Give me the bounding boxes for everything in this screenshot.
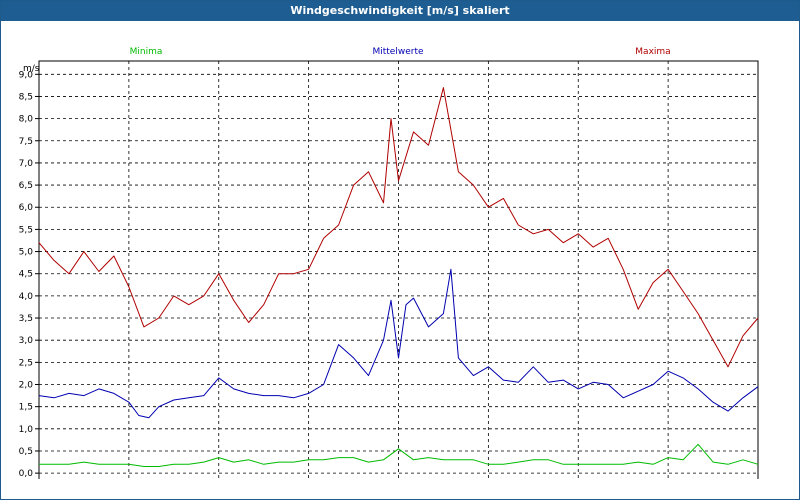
- y-tick-label: 5,5: [19, 225, 33, 235]
- y-tick-label: 4,5: [19, 270, 33, 280]
- y-axis: m/s 0,0 0,5 1,0 1,5 2,0 2,5 3,0 3,5 4,0 4,5 5,0 5,5…: [19, 64, 40, 479]
- legend-item-mittelwerte: Mittelwerte: [372, 47, 423, 57]
- y-tick-label: 8,0: [19, 115, 34, 125]
- y-tick-label: 6,5: [19, 181, 33, 191]
- y-tick-label: 4,0: [19, 292, 34, 302]
- legend-item-minima: Minima: [130, 47, 163, 57]
- y-tick-label: 0,5: [19, 447, 33, 457]
- y-tick-label: 2,0: [19, 381, 34, 391]
- y-tick-label: 1,0: [19, 425, 34, 435]
- y-axis-label: m/s: [23, 64, 40, 74]
- y-tick-label: 1,5: [19, 403, 33, 413]
- series-line-maxima: [38, 87, 759, 368]
- line-chart: m/s 0,0 0,5 1,0 1,5 2,0 2,5 3,0 3,5 4,0 4,5 5,0 5,5…: [19, 47, 759, 479]
- y-tick-label: 2,5: [19, 358, 33, 368]
- y-tick-label: 8,5: [19, 92, 33, 102]
- y-tick-label: 3,5: [19, 314, 33, 324]
- y-tick-label: 5,0: [19, 248, 34, 258]
- window-title: Windgeschwindigkeit [m/s] skaliert: [1, 1, 799, 21]
- y-tick-label: 6,0: [19, 203, 34, 213]
- y-tick-label: 9,0: [19, 70, 34, 80]
- legend-item-maxima: Maxima: [635, 47, 670, 57]
- y-tick-label: 0,0: [19, 469, 34, 479]
- series-lines: [38, 87, 759, 467]
- series-line-minima: [39, 443, 759, 467]
- y-tick-label: 7,0: [19, 159, 34, 169]
- series-line-mittelwerte: [38, 268, 759, 419]
- legend: Minima Mittelwerte Maxima: [130, 47, 671, 57]
- grid: [39, 61, 758, 479]
- y-tick-label: 7,5: [19, 137, 33, 147]
- y-tick-label: 3,0: [19, 336, 34, 346]
